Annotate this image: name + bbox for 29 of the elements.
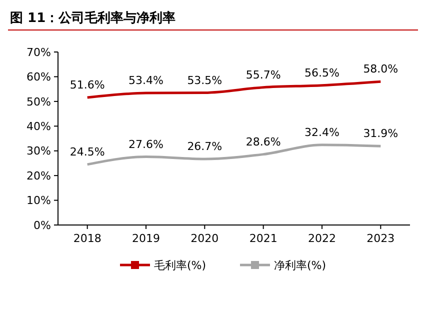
legend-label: 净利率(%) xyxy=(274,258,326,272)
x-tick-label: 2020 xyxy=(190,232,219,245)
x-tick-label: 2018 xyxy=(73,232,102,245)
x-tick-label: 2022 xyxy=(308,232,336,245)
data-label: 55.7% xyxy=(246,68,281,82)
data-label: 56.5% xyxy=(304,66,340,80)
legend-label: 毛利率(%) xyxy=(154,258,206,272)
data-label: 58.0% xyxy=(363,62,398,76)
data-label: 51.6% xyxy=(70,78,105,92)
data-label: 53.4% xyxy=(128,74,164,88)
y-tick-label: 20% xyxy=(26,169,51,182)
y-tick-label: 10% xyxy=(26,194,51,208)
data-label: 53.5% xyxy=(187,74,222,87)
y-tick-label: 60% xyxy=(26,70,51,84)
data-label: 32.4% xyxy=(304,126,340,139)
data-label: 24.5% xyxy=(70,145,105,158)
x-tick-label: 2021 xyxy=(249,232,278,245)
data-label: 31.9% xyxy=(363,127,398,140)
chart-title: 图 11：公司毛利率与净利率 xyxy=(10,10,176,26)
y-tick-label: 70% xyxy=(26,46,51,59)
x-tick-label: 2019 xyxy=(132,232,160,245)
y-tick-label: 50% xyxy=(26,95,51,108)
data-label: 27.6% xyxy=(128,138,164,151)
y-tick-label: 40% xyxy=(26,120,51,133)
data-label: 26.7% xyxy=(187,140,222,154)
x-tick-label: 2023 xyxy=(366,232,395,245)
y-tick-label: 30% xyxy=(26,144,51,158)
y-tick-label: 0% xyxy=(34,218,51,232)
data-label: 28.6% xyxy=(246,135,281,148)
